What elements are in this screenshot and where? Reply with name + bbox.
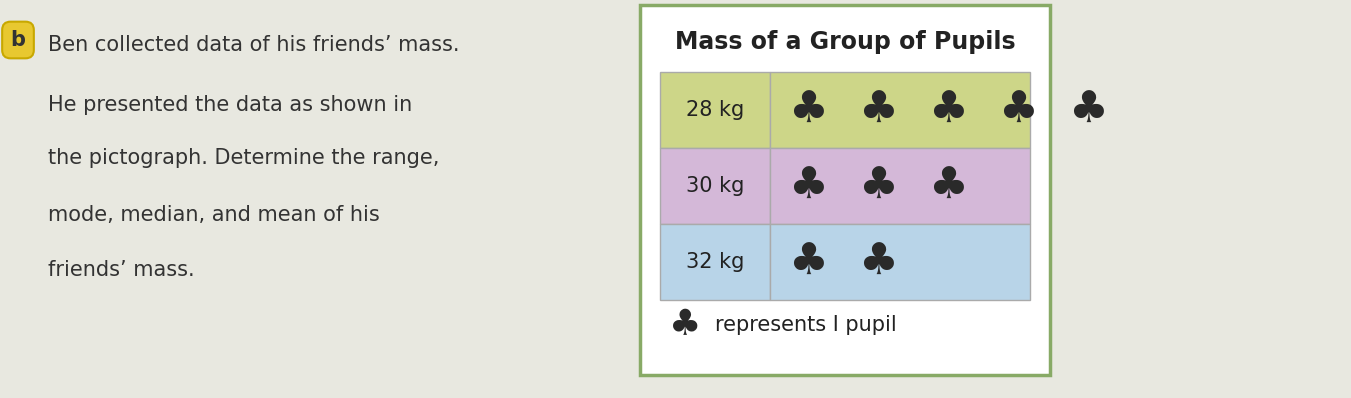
Text: ♣: ♣ [858, 88, 898, 131]
Text: ♣: ♣ [928, 164, 967, 207]
Bar [661, 72, 770, 148]
Text: Mass of a Group of Pupils: Mass of a Group of Pupils [674, 30, 1016, 54]
Text: ♣: ♣ [788, 88, 828, 131]
Text: ♣: ♣ [858, 240, 898, 283]
Bar [661, 148, 770, 224]
Text: 32 kg: 32 kg [686, 252, 744, 272]
Text: ♣: ♣ [788, 164, 828, 207]
Bar [770, 72, 1029, 148]
Text: represents I pupil: represents I pupil [715, 315, 897, 335]
Text: ♣: ♣ [788, 240, 828, 283]
Text: 28 kg: 28 kg [686, 100, 744, 120]
Text: mode, median, and mean of his: mode, median, and mean of his [49, 205, 380, 225]
Text: ♣: ♣ [669, 308, 701, 342]
Text: b: b [11, 30, 26, 50]
Text: ♣: ♣ [858, 164, 898, 207]
Text: ♣: ♣ [928, 88, 967, 131]
Bar [770, 148, 1029, 224]
Text: Ben collected data of his friends’ mass.: Ben collected data of his friends’ mass. [49, 35, 459, 55]
Bar [640, 5, 1050, 375]
Text: friends’ mass.: friends’ mass. [49, 260, 195, 280]
Text: the pictograph. Determine the range,: the pictograph. Determine the range, [49, 148, 439, 168]
Text: ♣: ♣ [1069, 88, 1108, 131]
Text: ♣: ♣ [998, 88, 1038, 131]
Text: He presented the data as shown in: He presented the data as shown in [49, 95, 412, 115]
Text: 30 kg: 30 kg [686, 176, 744, 196]
Bar [770, 224, 1029, 300]
Bar [661, 224, 770, 300]
